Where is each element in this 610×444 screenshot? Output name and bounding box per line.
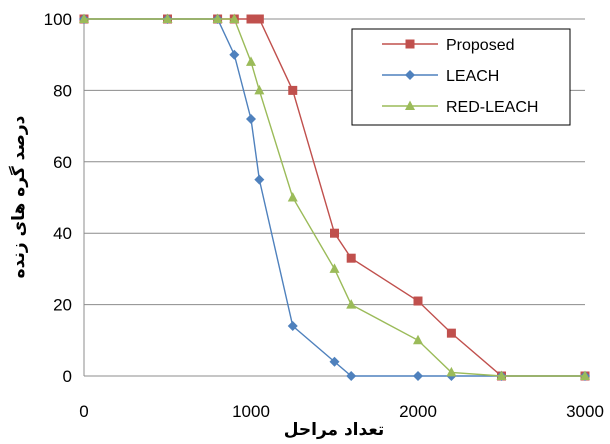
legend: Proposed LEACH RED-LEACH bbox=[351, 28, 571, 126]
data-point bbox=[329, 263, 340, 273]
data-point bbox=[346, 253, 356, 263]
data-point bbox=[212, 13, 223, 23]
legend-item: RED-LEACH bbox=[382, 99, 538, 116]
data-point bbox=[287, 192, 298, 202]
data-series bbox=[79, 13, 590, 381]
y-tick-label: 60 bbox=[53, 153, 72, 172]
data-point bbox=[413, 371, 423, 381]
legend-item: Proposed bbox=[382, 37, 515, 54]
y-tick-label: 80 bbox=[53, 81, 72, 100]
legend-label: Proposed bbox=[446, 37, 515, 54]
data-point bbox=[246, 56, 256, 66]
y-tick-labels: 0 20 40 60 80 100 bbox=[44, 10, 72, 386]
x-tick-label: 2000 bbox=[399, 402, 437, 421]
data-point bbox=[446, 328, 456, 338]
data-point bbox=[330, 228, 339, 238]
x-tick-label: 3000 bbox=[566, 402, 604, 421]
data-point bbox=[446, 366, 457, 377]
legend-marker bbox=[405, 39, 415, 49]
y-tick-label: 40 bbox=[53, 224, 72, 243]
data-point bbox=[162, 13, 173, 23]
data-point bbox=[413, 334, 423, 345]
legend-marker bbox=[405, 70, 415, 80]
data-point bbox=[496, 370, 507, 380]
x-tick-label: 1000 bbox=[232, 402, 270, 421]
y-tick-label: 100 bbox=[44, 10, 72, 29]
legend-label: LEACH bbox=[446, 68, 499, 85]
x-tick-label: 0 bbox=[79, 402, 88, 421]
y-axis-title: درصد گره های زنده bbox=[8, 115, 29, 278]
legend-label: RED-LEACH bbox=[446, 99, 538, 116]
y-tick-label: 20 bbox=[53, 296, 72, 315]
data-point bbox=[413, 296, 423, 306]
data-point bbox=[229, 13, 240, 23]
data-point bbox=[346, 299, 357, 309]
data-point bbox=[346, 371, 357, 381]
data-point bbox=[254, 84, 265, 95]
data-point bbox=[254, 174, 265, 185]
x-axis-title: تعداد مراحل bbox=[284, 420, 385, 440]
data-point bbox=[287, 321, 298, 332]
legend-item: LEACH bbox=[382, 68, 499, 85]
y-tick-label: 0 bbox=[63, 367, 72, 386]
legend-box bbox=[351, 28, 571, 126]
data-point bbox=[580, 370, 590, 380]
data-point bbox=[254, 14, 264, 24]
data-point bbox=[79, 13, 89, 23]
data-point bbox=[288, 85, 298, 95]
data-point bbox=[329, 356, 340, 367]
x-tick-labels: 0 1000 2000 3000 bbox=[79, 402, 604, 421]
data-point bbox=[246, 14, 256, 24]
legend-marker bbox=[405, 100, 415, 110]
series-red-leach bbox=[79, 13, 590, 380]
data-point bbox=[246, 113, 256, 124]
data-point bbox=[229, 49, 240, 60]
